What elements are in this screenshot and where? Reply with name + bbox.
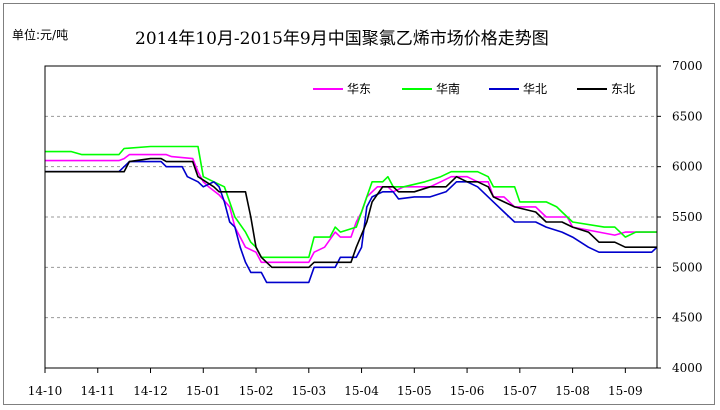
y-axis-ticks: 4000 4500 5000 5500 6000 6500 7000 [657, 59, 703, 375]
y-tick-label: 4500 [672, 311, 703, 325]
x-tick-label: 15-04 [344, 384, 379, 398]
x-tick-label: 15-08 [555, 384, 590, 398]
x-tick-label: 15-07 [503, 384, 538, 398]
series-layer [45, 145, 658, 284]
series-line-0 [45, 153, 657, 264]
unit-label: 单位:元/吨 [12, 28, 69, 42]
y-tick-label: 4000 [672, 361, 703, 375]
x-tick-label: 15-05 [397, 384, 432, 398]
y-tick-label: 6000 [672, 160, 703, 174]
series-line-3 [45, 157, 657, 269]
series-line-2 [45, 160, 658, 284]
series-line-1 [45, 145, 657, 259]
y-tick-label: 7000 [672, 59, 703, 73]
x-tick-label: 15-09 [608, 384, 643, 398]
chart-title: 2014年10月-2015年9月中国聚氯乙烯市场价格走势图 [135, 29, 549, 49]
legend-label-3: 东北 [611, 82, 635, 96]
y-tick-label: 5000 [672, 260, 703, 274]
legend-label-2: 华北 [523, 82, 547, 96]
x-tick-label: 14-12 [133, 384, 168, 398]
x-tick-label: 14-11 [80, 384, 115, 398]
x-tick-label: 14-10 [28, 384, 63, 398]
chart-frame [3, 3, 715, 405]
y-tick-label: 5500 [672, 210, 703, 224]
x-tick-label: 15-01 [186, 384, 221, 398]
x-tick-label: 15-03 [291, 384, 326, 398]
x-tick-label: 15-02 [239, 384, 274, 398]
y-tick-label: 6500 [672, 109, 703, 123]
grid-layer [45, 115, 657, 319]
legend-label-1: 华南 [436, 81, 460, 96]
x-axis-ticks: 14-10 14-11 14-12 15-01 15-02 15-03 15-04 15-05… [28, 368, 643, 398]
legend-label-0: 华东 [347, 82, 371, 96]
x-tick-label: 15-06 [450, 384, 485, 398]
legend: 华东 华南 华北 东北 [313, 81, 635, 96]
